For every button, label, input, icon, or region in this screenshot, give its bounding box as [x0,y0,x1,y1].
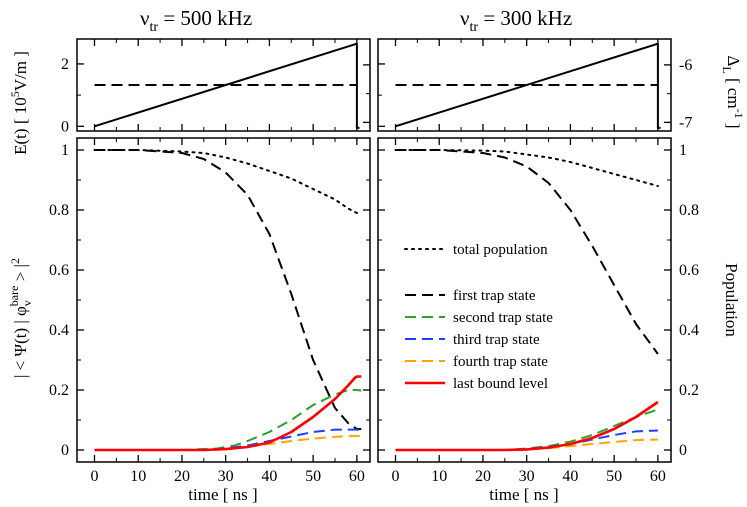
ylabel-bottom-right: Population [722,263,741,337]
y-tick-label: 1 [61,142,69,159]
series-line-total-population [394,149,659,187]
legend-label: total population [453,242,548,258]
plot-frame [76,137,371,463]
series-line-third-trap-state [395,429,658,451]
series-group [395,42,661,129]
title-left: νtr = 500 kHz [140,6,252,35]
series-line-second-trap-state [94,389,362,451]
title-right-sub: tr [470,20,479,35]
series-line-first-trap-state [395,149,659,355]
y-tick-label: 0 [61,118,69,135]
title-right: νtr = 300 kHz [460,6,572,35]
legend-label: first trap state [453,288,536,304]
y-tick-label-right: 0.2 [679,382,699,399]
series-line-total-population [93,149,358,214]
ylabel-bottom-left-sub: v [20,300,34,306]
ylabel-top-right-main: Δ [724,55,743,66]
legend-label: fourth trap state [453,354,548,370]
x-tick-label: 20 [174,468,190,485]
series-line-last-bound-level [395,400,659,452]
y-tick-label-right: 0.8 [679,202,699,219]
x-tick-label: 30 [519,468,535,485]
y-tick-label-right: 0.4 [679,322,699,339]
ylabel-top-left-main: E(t) [ 10 [11,97,30,155]
series-group [93,149,362,452]
legend-item-last-bound-level: last bound level [405,376,548,392]
legend-label: second trap state [453,310,553,326]
legend-item-total-population: total population [404,242,548,258]
ylabel-top-right: ΔL [ cm-1 ] [720,55,746,128]
plot-frame [377,38,672,132]
legend-label: third trap state [453,332,540,348]
panel-top-right: -7 -6 [377,38,692,132]
y-tick-label: 0.2 [49,382,69,399]
ylabel-bottom-left-sup: bare [7,286,21,307]
xlabel-left: time [ ns ] [188,485,257,504]
title-left-rest: = 500 kHz [158,6,252,30]
xlabel-right: time [ ns ] [489,485,558,504]
x-tick-label: 60 [650,468,666,485]
x-tick-label: 30 [218,468,234,485]
series-line-fourth-trap-state [395,438,658,451]
legend-item-first-trap-state: first trap state [405,288,536,304]
y-tick-label: 0.6 [49,262,69,279]
ylabel-bottom-left-sq: 2 [8,258,22,264]
ylabel-top-left-rest: V/m ] [11,51,30,91]
ylabel-top-right-sub: L [720,66,734,73]
panel-bottom-left: 0 10 20 30 40 50 60 0 0.2 0.4 0.6 0.8 1 [49,137,371,485]
x-tick-label: 10 [431,468,447,485]
x-tick-label: 50 [305,468,321,485]
ylabel-bottom-left: | < Ψ(t) | φvbare > |2 [7,258,34,378]
ylabel-top-right-rest: [ cm [724,74,743,109]
ylabel-top-right-end: ] [724,119,743,129]
y-tick-label-right: 0 [679,442,687,459]
y-tick-label-right: 0.6 [679,262,699,279]
ylabel-bottom-left-post: > | [11,264,30,286]
x-tick-label: 20 [475,468,491,485]
series-line-first-trap-state [94,149,362,430]
series-line-second-trap-state [395,408,659,451]
series-line-third-trap-state [94,428,362,451]
ylabel-top-left-sup: 5 [8,91,22,97]
y-tick-label: 2 [61,56,69,73]
title-left-main: ν [140,6,150,30]
series-group [394,149,659,452]
y-tick-label: 0 [61,442,69,459]
x-tick-label: 50 [606,468,622,485]
x-tick-label: 60 [349,468,365,485]
legend-label: last bound level [453,376,548,392]
y-tick-label: 0.8 [49,202,69,219]
y-tick-label-right: 1 [679,142,687,159]
panel-top-left: 02 [61,38,371,135]
ylabel-top-right-sup: -1 [732,109,746,119]
title-right-rest: = 300 kHz [478,6,572,30]
legend: total population first trap state second t… [404,242,553,392]
ylabel-bottom-left-pre: | < Ψ(t) | φ [11,306,30,378]
legend-item-third-trap-state: third trap state [405,332,540,348]
legend-item-second-trap-state: second trap state [405,310,553,326]
title-left-sub: tr [150,20,159,35]
series-line-last-bound-level [94,375,362,452]
title-right-main: ν [460,6,470,30]
x-tick-label: 40 [261,468,277,485]
legend-item-fourth-trap-state: fourth trap state [405,354,548,370]
x-tick-label: 0 [90,468,98,485]
y2-tick-label: -7 [679,114,692,131]
x-tick-label: 40 [562,468,578,485]
y-tick-label: 0.4 [49,322,69,339]
x-tick-label: 0 [391,468,399,485]
y2-tick-label: -6 [679,57,692,74]
panel-bottom-right: 0 10 20 30 40 50 60 0 0.2 0.4 0.6 0.8 1 [377,137,699,485]
series-group [94,42,360,129]
ylabel-top-left: E(t) [ 105V/m ] [8,51,30,155]
plot-frame [76,38,371,132]
x-tick-label: 10 [130,468,146,485]
